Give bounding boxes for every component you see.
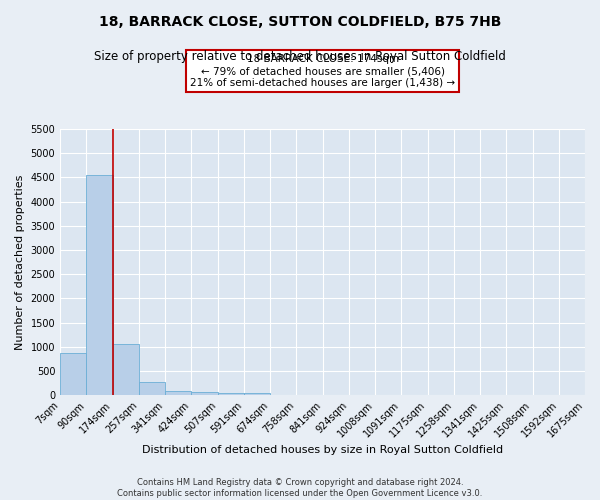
Text: 18, BARRACK CLOSE, SUTTON COLDFIELD, B75 7HB: 18, BARRACK CLOSE, SUTTON COLDFIELD, B75… — [99, 15, 501, 29]
Text: Size of property relative to detached houses in Royal Sutton Coldfield: Size of property relative to detached ho… — [94, 50, 506, 63]
Bar — [113, 344, 139, 396]
Bar — [139, 382, 165, 396]
Bar — [60, 352, 86, 396]
X-axis label: Distribution of detached houses by size in Royal Sutton Coldfield: Distribution of detached houses by size … — [142, 445, 503, 455]
Bar — [86, 174, 113, 396]
Bar — [165, 392, 191, 396]
Bar — [244, 393, 270, 396]
Bar — [191, 392, 218, 396]
Text: Contains HM Land Registry data © Crown copyright and database right 2024.
Contai: Contains HM Land Registry data © Crown c… — [118, 478, 482, 498]
Bar — [218, 393, 244, 396]
Text: 18 BARRACK CLOSE: 174sqm
← 79% of detached houses are smaller (5,406)
21% of sem: 18 BARRACK CLOSE: 174sqm ← 79% of detach… — [190, 54, 455, 88]
Y-axis label: Number of detached properties: Number of detached properties — [15, 174, 25, 350]
